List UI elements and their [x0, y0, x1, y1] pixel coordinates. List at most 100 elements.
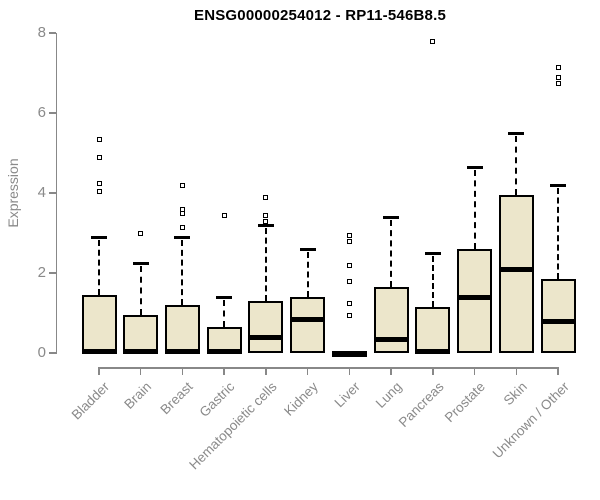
box-brain — [123, 315, 159, 353]
outlier-breast — [179, 206, 185, 212]
median-brain — [123, 348, 159, 354]
median-hematopoietic-cells — [248, 334, 284, 340]
outlier-unknown-other — [555, 64, 561, 70]
x-tick-label-kidney: Kidney — [281, 379, 322, 419]
median-kidney — [290, 316, 326, 322]
x-tick-label-unknown-other: Unknown / Other — [489, 379, 572, 462]
x-tick-label-bladder: Bladder — [69, 379, 113, 423]
outlier-hematopoietic-cells — [263, 194, 269, 200]
whisker-brain — [139, 266, 142, 315]
chart-title: ENSG00000254012 - RP11-546B8.5 — [193, 7, 446, 24]
outlier-hematopoietic-cells — [263, 218, 269, 224]
median-gastric — [206, 348, 242, 354]
whisker-cap-skin — [508, 131, 525, 135]
x-tick — [557, 368, 559, 375]
box-unknown-other — [540, 279, 576, 353]
whisker-breast — [181, 240, 184, 305]
box-pancreas — [415, 307, 451, 353]
x-tick — [181, 368, 184, 375]
x-tick-label-breast: Breast — [157, 379, 197, 418]
x-tick-label-brain: Brain — [121, 379, 155, 412]
y-tick-label: 4 — [37, 184, 46, 201]
whisker-cap-lung — [383, 215, 400, 219]
median-breast — [164, 348, 200, 354]
x-tick-label-lung: Lung — [372, 379, 405, 411]
outlier-liver — [346, 300, 352, 306]
y-tick — [49, 112, 56, 114]
whisker-pancreas — [431, 256, 434, 307]
whisker-bladder — [98, 240, 100, 295]
outlier-bladder — [96, 136, 102, 142]
x-tick — [515, 368, 518, 375]
median-liver — [331, 350, 367, 356]
x-tick — [473, 368, 476, 375]
x-tick-label-prostate: Prostate — [441, 379, 489, 426]
y-axis-line — [55, 33, 57, 354]
outlier-breast — [179, 182, 185, 188]
outlier-pancreas — [430, 38, 436, 44]
outlier-liver — [346, 232, 352, 238]
y-tick-label: 0 — [37, 344, 46, 361]
box-lung — [373, 287, 409, 353]
x-tick-label-gastric: Gastric — [196, 379, 238, 420]
x-tick — [98, 368, 100, 375]
y-tick — [49, 192, 56, 194]
outlier-liver — [346, 262, 352, 268]
outlier-unknown-other — [555, 80, 561, 86]
outlier-liver — [346, 278, 352, 284]
median-pancreas — [415, 348, 451, 354]
x-tick-label-liver: Liver — [331, 379, 363, 411]
outlier-unknown-other — [555, 74, 561, 80]
whisker-cap-bladder — [91, 235, 107, 239]
y-tick-label: 6 — [37, 104, 46, 121]
x-tick — [348, 368, 351, 375]
outlier-liver — [346, 238, 352, 244]
whisker-hematopoietic-cells — [264, 228, 267, 301]
whisker-lung — [390, 220, 393, 287]
median-unknown-other — [540, 318, 576, 324]
whisker-cap-prostate — [466, 165, 483, 169]
x-tick — [432, 368, 434, 375]
whisker-cap-unknown-other — [550, 183, 566, 187]
outlier-breast — [179, 224, 185, 230]
whisker-cap-brain — [132, 261, 149, 265]
whisker-cap-gastric — [216, 295, 233, 299]
box-prostate — [457, 249, 493, 353]
x-tick-label-skin: Skin — [500, 379, 530, 409]
y-tick — [49, 272, 56, 274]
whisker-gastric — [223, 300, 226, 327]
x-axis-line — [98, 367, 559, 369]
y-tick-label: 8 — [37, 24, 46, 41]
whisker-kidney — [306, 252, 309, 297]
box-hematopoietic-cells — [248, 301, 284, 353]
whisker-cap-breast — [174, 235, 191, 239]
outlier-bladder — [96, 180, 102, 186]
box-bladder — [81, 295, 117, 353]
whisker-cap-kidney — [299, 247, 316, 251]
box-kidney — [290, 297, 326, 353]
outlier-bladder — [96, 188, 102, 194]
y-tick — [49, 32, 56, 34]
outlier-hematopoietic-cells — [263, 212, 269, 218]
whisker-skin — [515, 136, 518, 195]
whisker-unknown-other — [557, 188, 559, 279]
outlier-gastric — [221, 212, 227, 218]
whisker-cap-pancreas — [424, 251, 441, 255]
x-tick — [139, 368, 142, 375]
x-tick — [265, 368, 267, 375]
median-skin — [498, 266, 534, 272]
x-tick — [390, 368, 392, 375]
y-tick-label: 2 — [37, 264, 46, 281]
x-tick — [223, 368, 225, 375]
median-lung — [373, 336, 409, 342]
outlier-liver — [346, 312, 352, 318]
box-skin — [498, 195, 534, 353]
whisker-cap-hematopoietic-cells — [257, 223, 274, 227]
x-tick-label-pancreas: Pancreas — [395, 379, 447, 430]
x-tick — [306, 368, 309, 375]
y-tick — [49, 352, 56, 354]
outlier-brain — [138, 230, 144, 236]
median-prostate — [457, 294, 493, 300]
box-breast — [164, 305, 200, 353]
